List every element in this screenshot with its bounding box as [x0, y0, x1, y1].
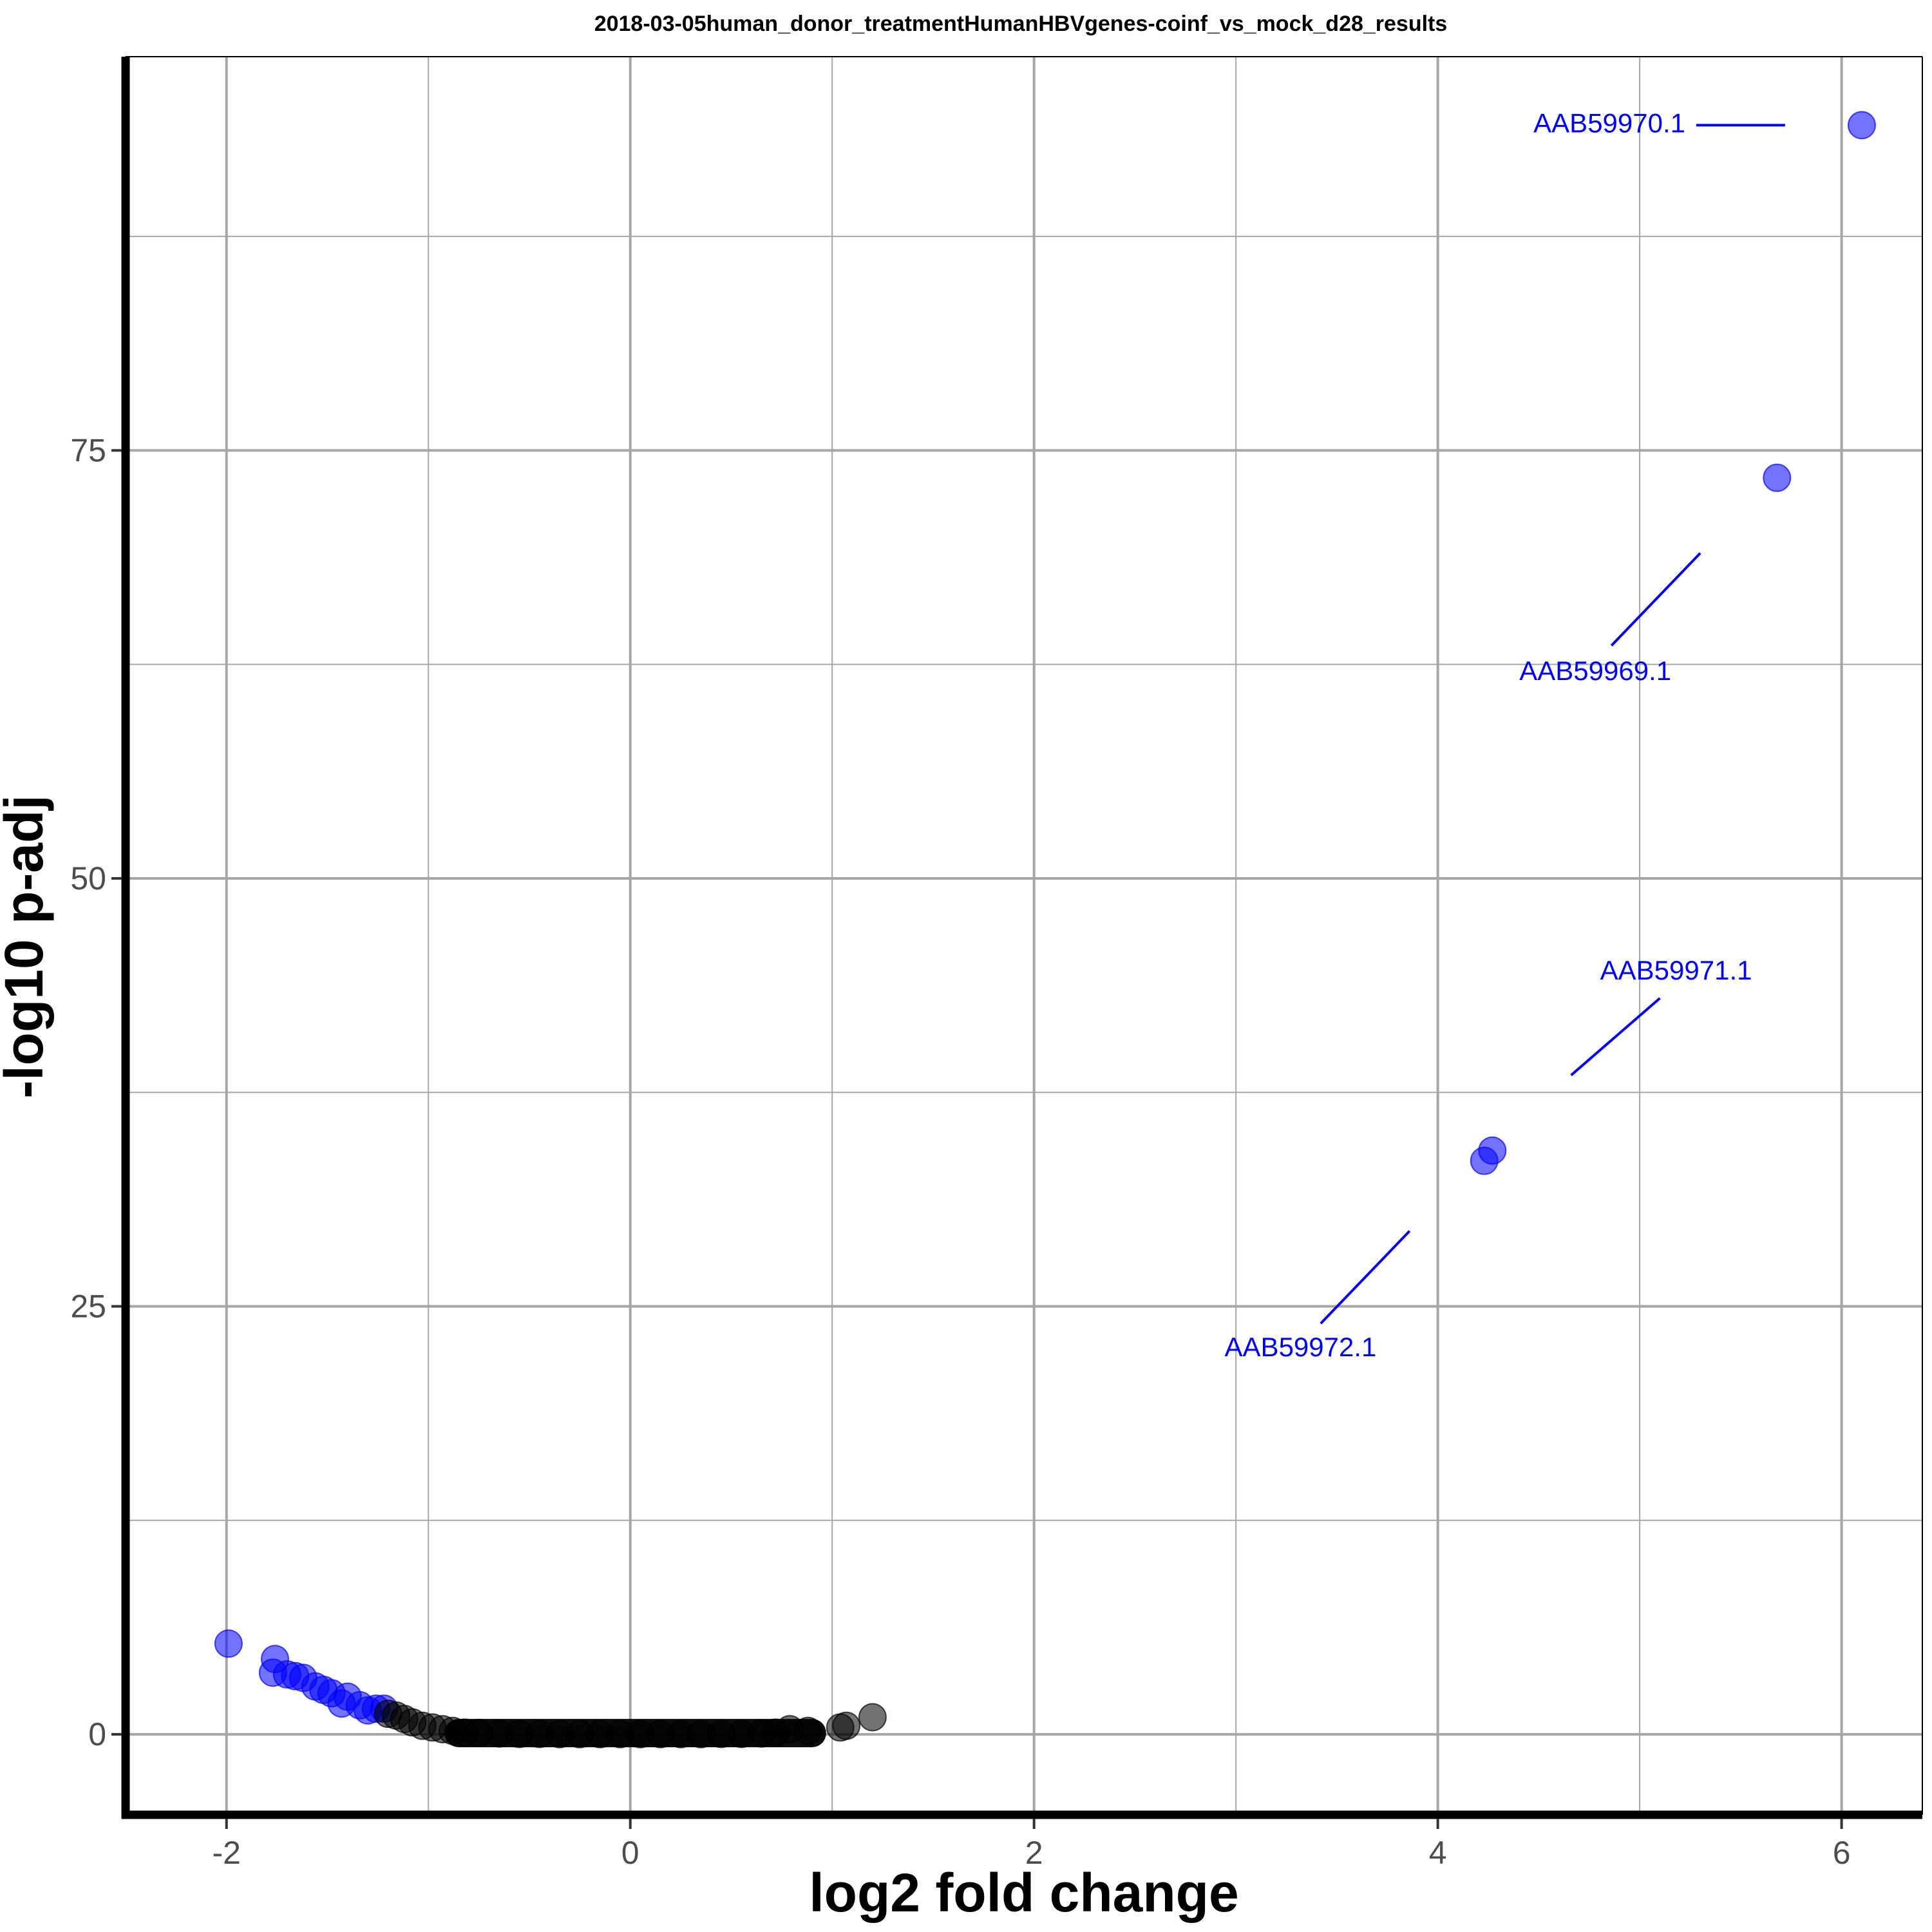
annotation-label: AAB59970.1	[1533, 108, 1685, 138]
non-significant-point	[374, 1700, 402, 1728]
significant-point	[1470, 1146, 1499, 1175]
significant-point	[214, 1629, 243, 1658]
x-tick-label: 2	[1025, 1835, 1043, 1871]
x-axis-title: log2 fold change	[809, 1862, 1238, 1923]
y-axis-title: -log10 p-adj	[0, 795, 54, 1098]
annotation-label: AAB59972.1	[1225, 1332, 1377, 1362]
significant-point	[1763, 463, 1792, 492]
x-tick-label: 6	[1833, 1835, 1851, 1871]
non-significant-point	[858, 1703, 887, 1732]
annotation-leader-line	[1320, 1230, 1411, 1325]
annotation-leader-line	[1570, 997, 1661, 1077]
data-points	[214, 111, 1876, 1748]
y-tick-label: 75	[70, 432, 106, 468]
y-tick-label: 0	[88, 1716, 106, 1752]
x-tick-label: 0	[621, 1835, 639, 1871]
x-tick-label: -2	[213, 1835, 241, 1871]
grid-lines	[126, 57, 1922, 1815]
annotation-label: AAB59969.1	[1519, 656, 1671, 686]
annotation-leader-line	[1610, 552, 1701, 647]
gene-annotations: AAB59970.1 AAB59969.1 AAB59971.1 AAB59972.1	[1225, 108, 1785, 1362]
axes	[121, 57, 1922, 1819]
panel-border	[126, 56, 1923, 1815]
y-tick-label: 25	[70, 1289, 106, 1325]
annotation-label: AAB59971.1	[1600, 955, 1752, 985]
chart-title: 2018-03-05human_donor_treatmentHumanHBVg…	[594, 12, 1448, 36]
non-significant-point	[826, 1713, 855, 1742]
x-tick-label: 4	[1429, 1835, 1447, 1871]
significant-point	[1847, 111, 1876, 140]
tick-labels: -2 0 2 4 6 0 25 50 75	[70, 432, 1850, 1871]
y-tick-label: 50	[70, 860, 106, 896]
